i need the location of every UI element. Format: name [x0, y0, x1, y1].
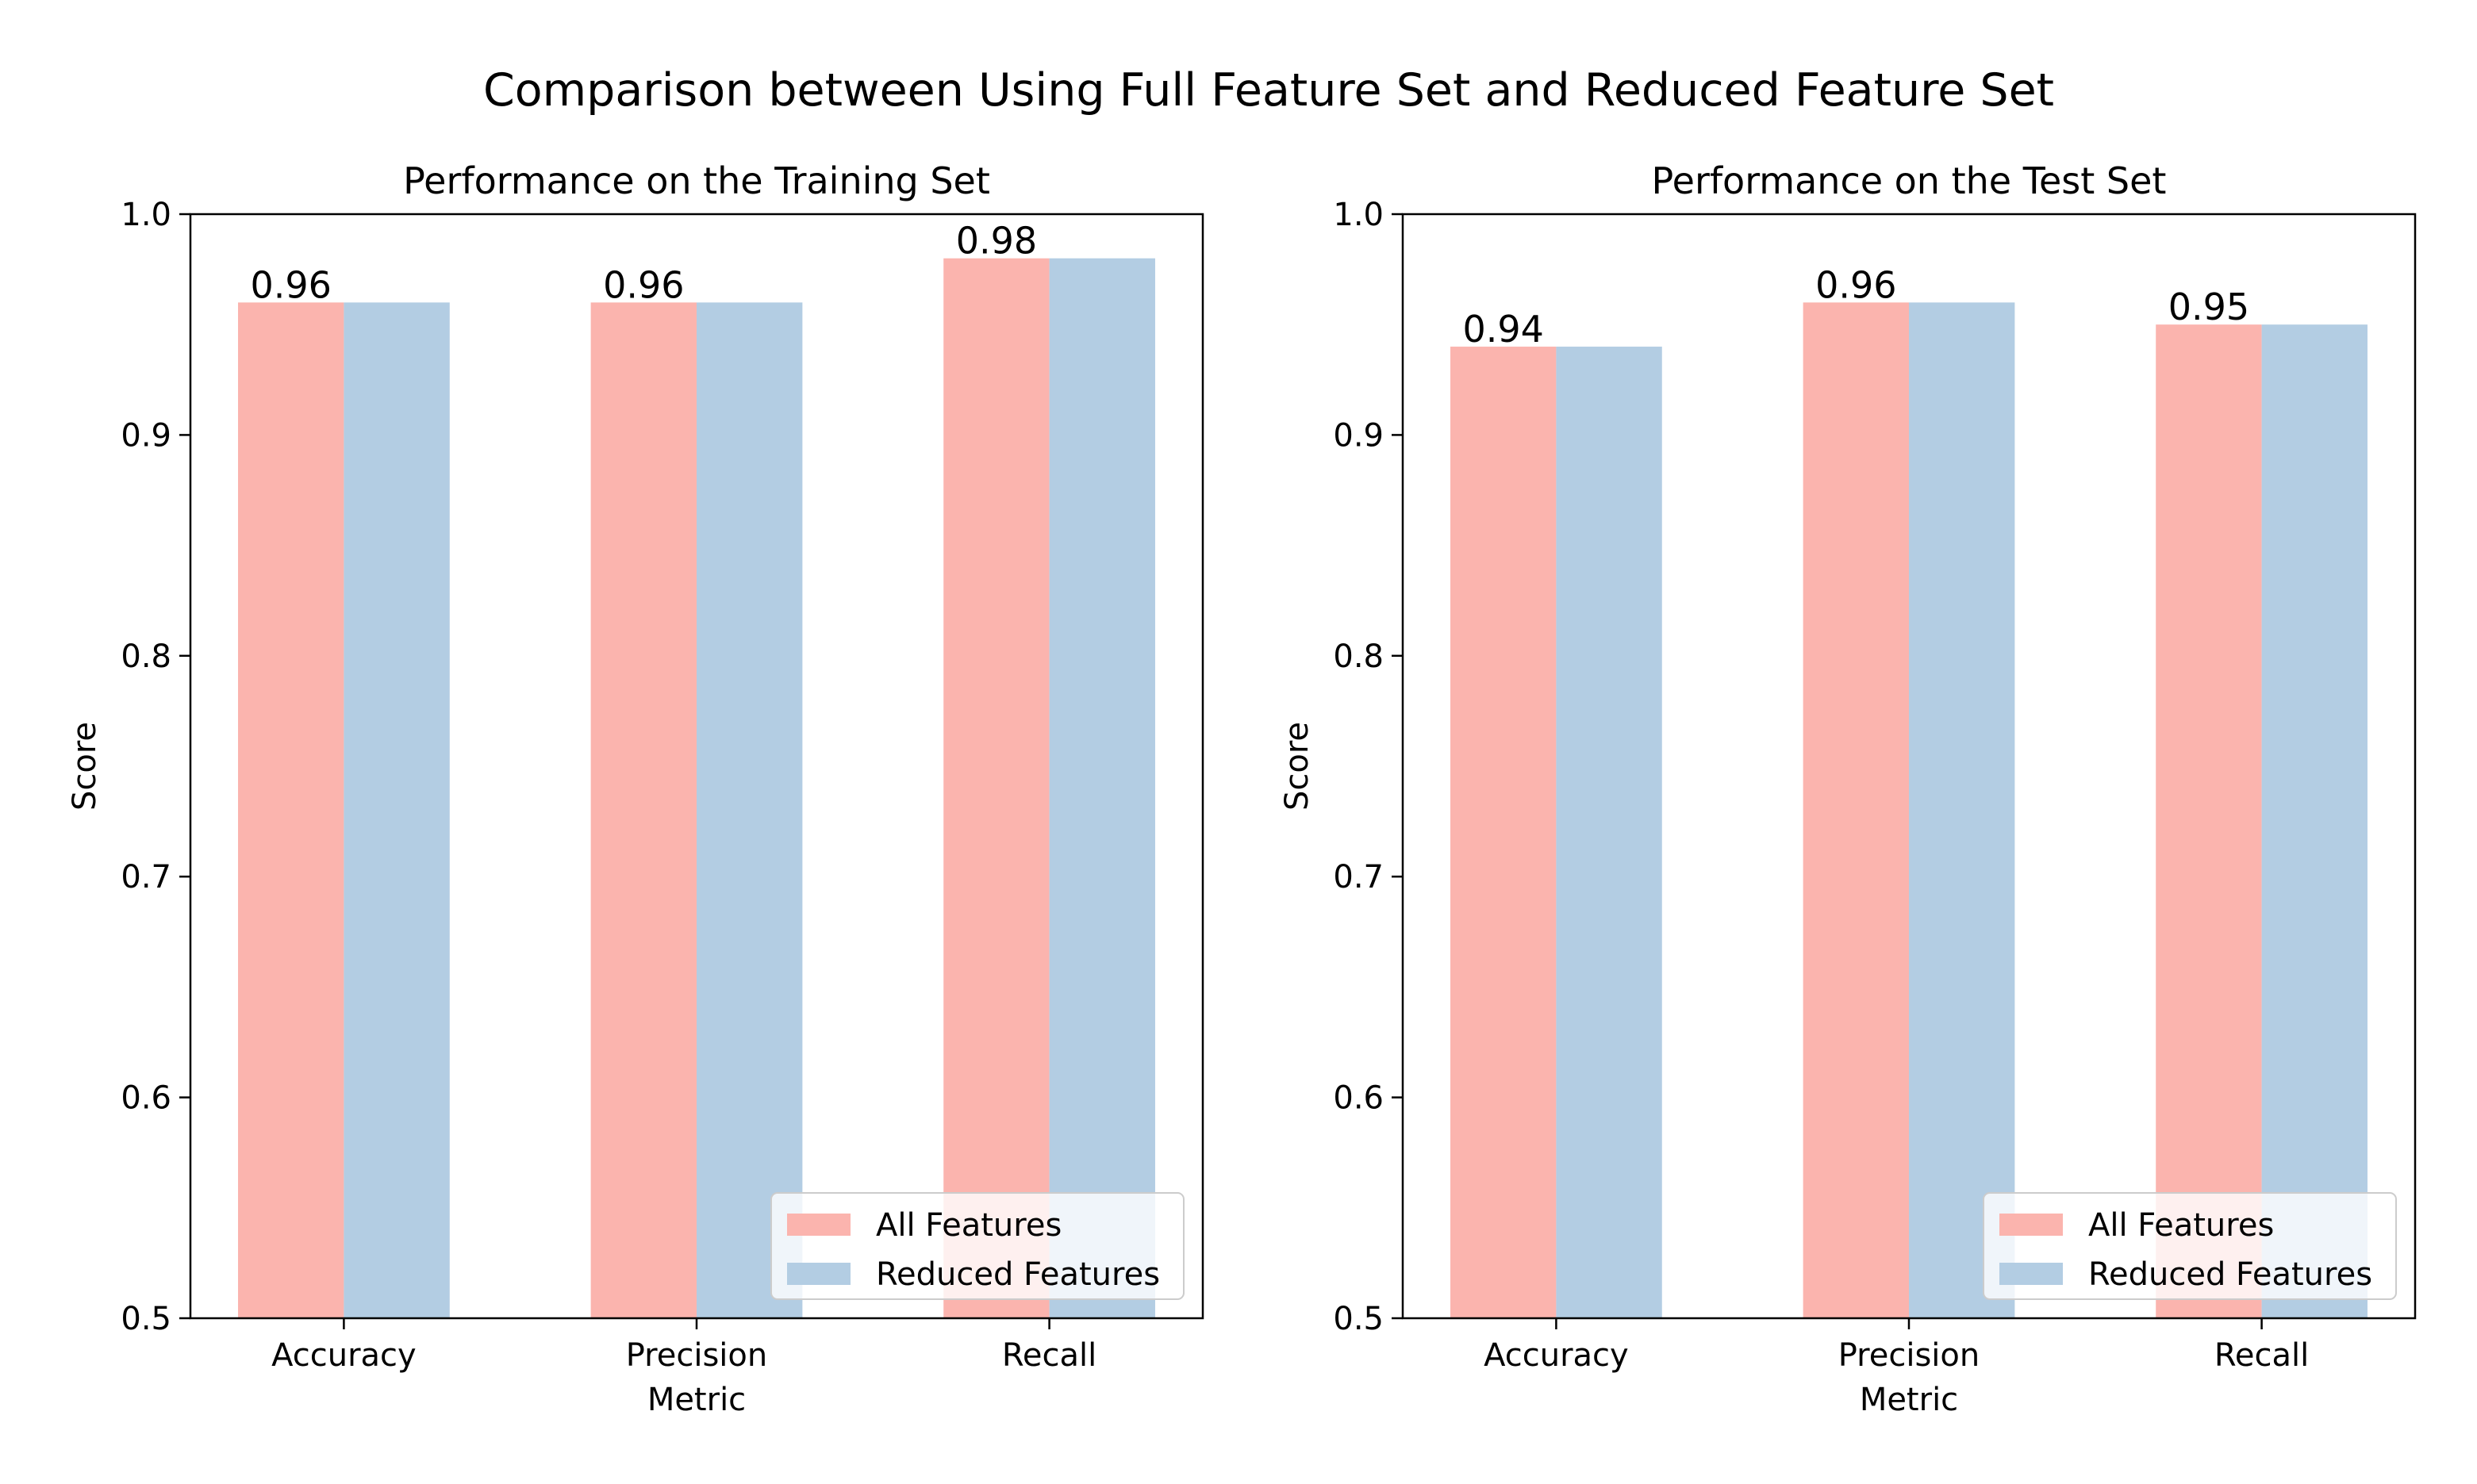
- bar-reduced-features-recall: [2261, 324, 2368, 1319]
- bar-value-label: 0.95: [2168, 286, 2249, 328]
- y-axis-label: Score: [67, 722, 103, 811]
- legend-swatch: [787, 1214, 851, 1236]
- y-tick-label: 0.6: [1333, 1080, 1384, 1117]
- x-tick-label: Recall: [2214, 1337, 2309, 1374]
- bar-reduced-features-accuracy: [344, 302, 450, 1318]
- legend: All Features Reduced Features: [770, 1192, 1185, 1300]
- legend-label: All Features: [2088, 1207, 2274, 1244]
- x-tick-label: Accuracy: [1484, 1337, 1629, 1374]
- x-tick-label: Recall: [1002, 1337, 1096, 1374]
- bar-reduced-features-precision: [697, 302, 803, 1318]
- bar-all-features-accuracy: [238, 302, 344, 1318]
- y-tick-label: 1.0: [1333, 197, 1384, 233]
- x-axis-label: Metric: [1860, 1382, 1958, 1418]
- legend-label: Reduced Features: [2088, 1256, 2372, 1293]
- x-tick-label: Precision: [626, 1337, 767, 1374]
- y-tick-label: 0.8: [121, 638, 171, 675]
- bar-value-label: 0.96: [250, 263, 331, 306]
- bar-value-label: 0.96: [1815, 263, 1896, 306]
- bar-value-label: 0.98: [956, 220, 1037, 263]
- y-tick-label: 1.0: [121, 197, 171, 233]
- subplot-title: Performance on the Test Set: [1652, 159, 2167, 202]
- y-tick-label: 0.7: [1333, 859, 1384, 895]
- y-tick-label: 0.9: [121, 417, 171, 454]
- x-tick-label: Precision: [1838, 1337, 1980, 1374]
- bar-all-features-recall: [943, 258, 1050, 1319]
- legend: All Features Reduced Features: [1983, 1192, 2397, 1300]
- x-tick-label: Accuracy: [271, 1337, 417, 1374]
- bar-reduced-features-recall: [1049, 258, 1155, 1319]
- bar-all-features-recall: [2156, 324, 2262, 1319]
- y-tick-label: 0.8: [1333, 638, 1384, 675]
- y-tick-label: 0.5: [1333, 1301, 1384, 1337]
- legend-label: All Features: [876, 1207, 1062, 1244]
- bar-reduced-features-accuracy: [1556, 347, 1662, 1318]
- bar-value-label: 0.96: [603, 263, 684, 306]
- bar-all-features-accuracy: [1450, 347, 1557, 1318]
- legend-swatch: [1999, 1214, 2063, 1236]
- subplot-2: 0.94 0.96 0.95 0.5 0.6 0.7 0.8 0.9 1.0 Accuracy Pr…: [1279, 159, 2417, 1418]
- subplot-1: 0.96 0.96 0.98 0.5 0.6 0.7 0.8 0.9 1.0 Accuracy Pr…: [67, 159, 1204, 1418]
- figure-title: Comparison between Using Full Feature Se…: [483, 64, 2054, 117]
- y-tick-label: 0.9: [1333, 417, 1384, 454]
- y-tick-label: 0.5: [121, 1301, 171, 1337]
- legend-label: Reduced Features: [876, 1256, 1160, 1293]
- bar-all-features-precision: [590, 302, 697, 1318]
- y-tick-label: 0.6: [121, 1080, 171, 1117]
- y-axis-label: Score: [1279, 722, 1315, 811]
- bar-value-label: 0.94: [1462, 308, 1543, 351]
- bar-reduced-features-precision: [1909, 302, 2015, 1318]
- x-axis-label: Metric: [647, 1382, 746, 1418]
- bar-all-features-precision: [1803, 302, 1909, 1318]
- subplot-title: Performance on the Training Set: [403, 159, 990, 202]
- legend-box: [1983, 1192, 2397, 1300]
- legend-box: [770, 1192, 1185, 1300]
- legend-swatch: [787, 1263, 851, 1285]
- legend-swatch: [1999, 1263, 2063, 1285]
- y-tick-label: 0.7: [121, 859, 171, 895]
